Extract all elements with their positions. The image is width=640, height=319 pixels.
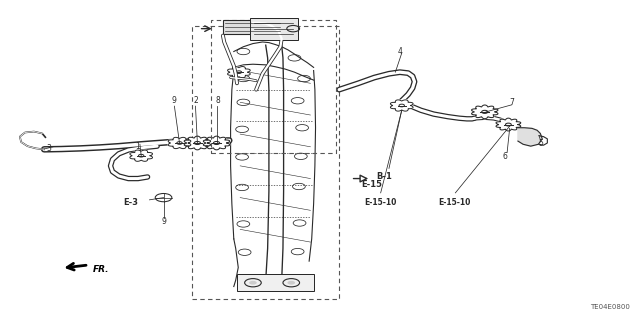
Bar [192, 26, 339, 299]
Text: E-3: E-3 [123, 198, 138, 207]
Text: 9: 9 [161, 217, 166, 226]
Text: B-1: B-1 [376, 172, 392, 181]
Circle shape [287, 281, 295, 285]
Text: 2: 2 [193, 96, 198, 105]
Polygon shape [518, 128, 542, 146]
Bar [223, 20, 284, 34]
Text: E-15: E-15 [362, 181, 383, 189]
Bar [211, 20, 336, 153]
Text: 3: 3 [46, 144, 51, 153]
Polygon shape [273, 24, 291, 33]
Text: 5: 5 [538, 139, 543, 148]
Polygon shape [184, 136, 211, 150]
Polygon shape [204, 136, 230, 150]
Polygon shape [168, 137, 191, 149]
Text: 6: 6 [503, 152, 508, 161]
Text: FR.: FR. [93, 264, 110, 274]
Text: 7: 7 [509, 98, 514, 107]
Text: TE04E0800: TE04E0800 [590, 304, 630, 310]
Text: E-9: E-9 [251, 34, 266, 43]
Text: 4: 4 [397, 47, 403, 56]
Text: 8: 8 [216, 96, 220, 105]
Polygon shape [130, 150, 152, 161]
Polygon shape [228, 67, 250, 78]
Polygon shape [472, 105, 498, 119]
Bar [250, 18, 298, 41]
Text: 9: 9 [172, 96, 177, 105]
Text: E-15-10: E-15-10 [438, 197, 470, 207]
Polygon shape [496, 118, 521, 131]
Bar [237, 274, 314, 291]
Text: E-15-10: E-15-10 [365, 197, 397, 207]
Circle shape [249, 281, 257, 285]
Polygon shape [390, 100, 413, 111]
Text: 1: 1 [136, 142, 140, 151]
